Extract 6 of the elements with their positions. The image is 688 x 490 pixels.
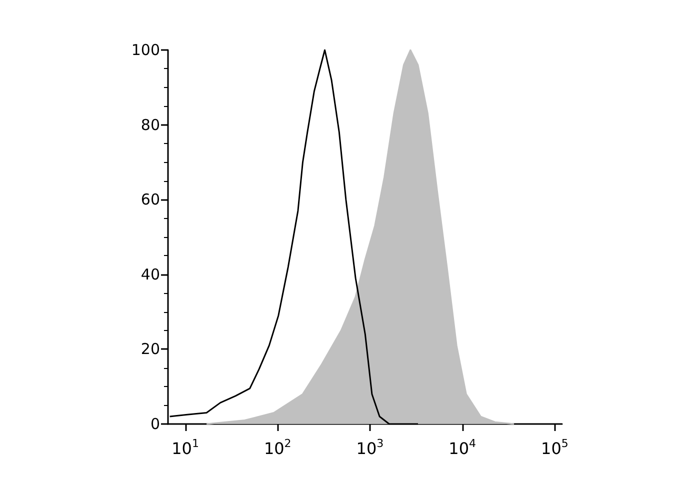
y-tick-label: 100 <box>131 41 160 59</box>
y-tick-label: 40 <box>140 265 160 284</box>
y-tick-label: 20 <box>140 340 160 358</box>
y-tick-label: 60 <box>140 190 160 209</box>
y-tick-label: 0 <box>150 415 160 433</box>
y-tick-label: 80 <box>140 116 160 134</box>
